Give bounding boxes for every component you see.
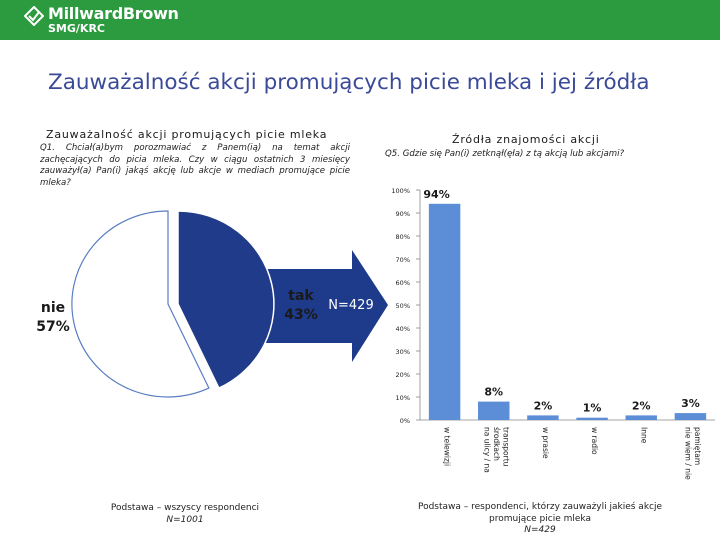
bar bbox=[428, 203, 461, 420]
category-label: nie wiem / nie bbox=[684, 427, 693, 480]
slide-title: Zauważalność akcji promujących picie mle… bbox=[48, 70, 650, 95]
bar bbox=[478, 401, 510, 420]
category-label: w telewizji bbox=[443, 427, 452, 466]
logo-name: MillwardBrown bbox=[48, 4, 179, 23]
right-base-line3: N=429 bbox=[524, 525, 556, 535]
right-question: Q5. Gdzie się Pan(i) zetknął(ęła) z tą a… bbox=[385, 149, 625, 159]
right-base-note: Podstawa – respondenci, którzy zauważyli… bbox=[400, 502, 680, 537]
data-label: 2% bbox=[632, 399, 651, 412]
arrow-label: N=429 bbox=[328, 298, 373, 313]
y-tick-label: 60% bbox=[396, 279, 410, 287]
category-label: pamiętam bbox=[693, 427, 702, 465]
category-label: transportu bbox=[501, 427, 510, 467]
pie-label-tak-line2: 43% bbox=[284, 307, 318, 323]
pie-label-nie-line1: nie bbox=[41, 300, 65, 316]
right-base-line2: promujące picie mleka bbox=[489, 513, 591, 524]
data-label: 3% bbox=[681, 397, 700, 410]
y-tick-label: 0% bbox=[400, 417, 410, 425]
bar bbox=[625, 415, 657, 420]
y-tick-label: 100% bbox=[391, 187, 410, 195]
left-question: Q1. Chciał(a)bym porozmawiać z Panem(ią)… bbox=[40, 143, 350, 188]
logo-subtitle: SMG/KRC bbox=[48, 22, 105, 35]
bar bbox=[674, 413, 707, 420]
category-label: w prasie bbox=[541, 427, 550, 459]
y-tick-label: 90% bbox=[396, 210, 410, 218]
pie-label-nie-line2: 57% bbox=[36, 319, 70, 335]
bar bbox=[527, 415, 559, 420]
left-base-line2: N=1001 bbox=[166, 514, 204, 525]
y-tick-label: 20% bbox=[396, 371, 410, 379]
pie-slice-tak bbox=[177, 210, 275, 390]
left-panel-title: Zauważalność akcji promujących picie mle… bbox=[46, 128, 328, 141]
category-label: Inne bbox=[639, 427, 648, 444]
data-label: 8% bbox=[484, 386, 503, 399]
data-label: 1% bbox=[583, 402, 602, 415]
y-tick-label: 30% bbox=[396, 348, 410, 356]
left-base-note: Podstawa – wszyscy respondenci N=1001 bbox=[90, 503, 280, 526]
bar bbox=[576, 417, 608, 420]
y-tick-label: 10% bbox=[396, 394, 410, 402]
header-bar bbox=[0, 0, 720, 40]
right-panel-title: Źródła znajomości akcji bbox=[452, 133, 600, 146]
y-tick-label: 50% bbox=[396, 302, 410, 310]
data-label: 94% bbox=[423, 188, 449, 201]
y-tick-label: 70% bbox=[396, 256, 410, 264]
pie-label-tak-line1: tak bbox=[288, 288, 314, 304]
category-label: w radio bbox=[590, 427, 599, 455]
category-label: na ulicy / na bbox=[482, 427, 491, 473]
arrow-shape bbox=[260, 250, 388, 362]
pie-chart: tak 43% nie 57% N=429 bbox=[36, 210, 388, 398]
logo-icon bbox=[24, 6, 44, 26]
data-label: 2% bbox=[534, 399, 553, 412]
bar-chart: 0% 10% 20% 30% 40% 50% 60% 70% 80% 90% 100% 94% w te… bbox=[391, 187, 715, 480]
right-base-line1: Podstawa – respondenci, którzy zauważyli… bbox=[417, 502, 663, 512]
pie-slice-nie bbox=[71, 210, 210, 398]
y-tick-label: 80% bbox=[396, 233, 410, 241]
left-base-line1: Podstawa – wszyscy respondenci bbox=[110, 503, 260, 513]
y-tick-label: 40% bbox=[396, 325, 410, 333]
category-label: środkach bbox=[492, 427, 501, 461]
